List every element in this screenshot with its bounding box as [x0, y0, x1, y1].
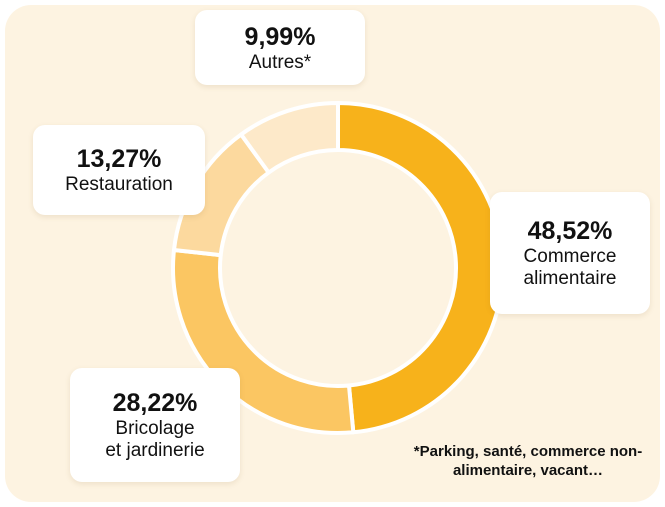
label-box: 9,99% Autres* — [195, 10, 365, 85]
label-box: 28,22% Bricolage et jardinerie — [70, 368, 240, 482]
label-box: 48,52% Commerce alimentaire — [490, 192, 650, 314]
donut-slice — [239, 101, 340, 175]
value-label: 9,99% — [244, 22, 316, 51]
footnote: *Parking, santé, commerce non-alimentair… — [413, 443, 643, 479]
category-label: Autres* — [248, 51, 312, 73]
category-label: Commerce alimentaire — [523, 246, 617, 289]
category-label: Restauration — [65, 174, 173, 195]
value-label: 28,22% — [112, 389, 198, 417]
value-label: 13,27% — [76, 145, 162, 173]
donut-slice — [336, 101, 505, 435]
category-label: Bricolage et jardinerie — [105, 418, 205, 461]
label-box: 13,27% Restauration — [33, 125, 205, 215]
value-label: 48,52% — [527, 217, 613, 245]
